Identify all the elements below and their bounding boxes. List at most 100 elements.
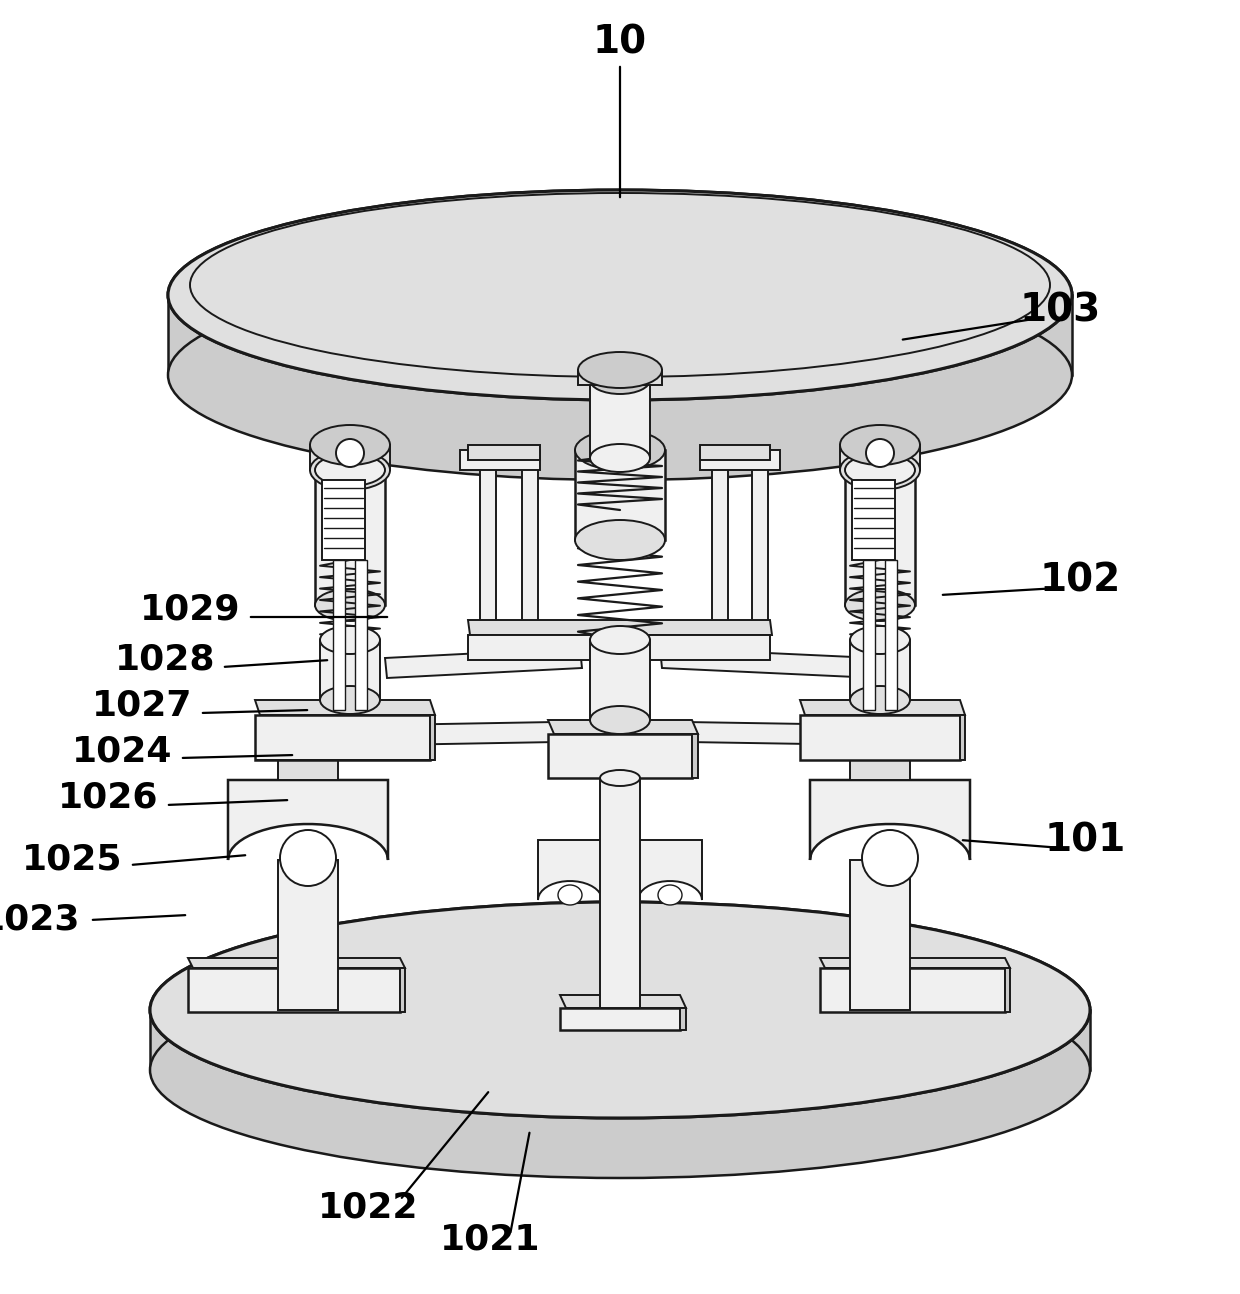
Polygon shape (810, 780, 970, 861)
Polygon shape (660, 648, 877, 678)
Polygon shape (548, 734, 692, 778)
Ellipse shape (310, 450, 391, 490)
Ellipse shape (310, 424, 391, 465)
Polygon shape (820, 958, 1011, 968)
Polygon shape (680, 1008, 686, 1030)
Polygon shape (401, 968, 405, 1012)
Polygon shape (320, 641, 379, 700)
Ellipse shape (315, 589, 384, 621)
Ellipse shape (590, 626, 650, 653)
Ellipse shape (590, 366, 650, 393)
Text: 1022: 1022 (317, 1190, 418, 1225)
Polygon shape (590, 380, 650, 458)
Polygon shape (839, 445, 920, 470)
Polygon shape (322, 480, 365, 560)
Polygon shape (560, 1008, 680, 1030)
Text: 1027: 1027 (92, 688, 192, 723)
Text: 1024: 1024 (72, 735, 172, 769)
Polygon shape (849, 861, 910, 1011)
Polygon shape (684, 722, 872, 745)
Ellipse shape (150, 902, 1090, 1118)
Polygon shape (560, 995, 686, 1008)
Ellipse shape (558, 885, 582, 905)
Polygon shape (255, 700, 435, 716)
Polygon shape (467, 635, 770, 660)
Text: 101: 101 (1044, 820, 1126, 859)
Ellipse shape (844, 589, 915, 621)
Polygon shape (334, 560, 345, 710)
Text: 10: 10 (593, 23, 647, 61)
Text: 1026: 1026 (58, 782, 159, 815)
Polygon shape (701, 445, 770, 459)
Ellipse shape (575, 520, 665, 560)
Polygon shape (150, 1011, 1090, 1070)
Text: 1028: 1028 (115, 643, 216, 677)
Ellipse shape (315, 454, 384, 487)
Polygon shape (384, 648, 582, 678)
Polygon shape (849, 758, 910, 780)
Polygon shape (467, 445, 539, 459)
Polygon shape (467, 620, 773, 635)
Text: 103: 103 (1019, 291, 1101, 329)
Text: 1023: 1023 (0, 903, 81, 937)
Polygon shape (600, 778, 640, 1008)
Text: 1025: 1025 (22, 842, 123, 877)
Ellipse shape (336, 439, 365, 467)
Polygon shape (430, 716, 435, 760)
Ellipse shape (866, 439, 894, 467)
Text: 102: 102 (1039, 562, 1121, 599)
Ellipse shape (167, 190, 1073, 400)
Polygon shape (578, 370, 662, 386)
Polygon shape (188, 958, 405, 968)
Ellipse shape (600, 770, 640, 785)
Ellipse shape (590, 444, 650, 472)
Ellipse shape (844, 454, 915, 487)
Ellipse shape (849, 626, 910, 653)
Ellipse shape (862, 829, 918, 886)
Polygon shape (278, 758, 339, 780)
Polygon shape (701, 450, 780, 470)
Ellipse shape (590, 707, 650, 734)
Polygon shape (800, 700, 965, 716)
Polygon shape (820, 968, 1004, 1012)
Ellipse shape (849, 686, 910, 714)
Text: 1021: 1021 (440, 1223, 541, 1256)
Polygon shape (1004, 968, 1011, 1012)
Polygon shape (315, 470, 384, 606)
Polygon shape (188, 968, 401, 1012)
Polygon shape (384, 722, 557, 745)
Ellipse shape (839, 424, 920, 465)
Ellipse shape (839, 450, 920, 490)
Polygon shape (228, 780, 388, 861)
Ellipse shape (658, 885, 682, 905)
Polygon shape (538, 840, 601, 901)
Polygon shape (480, 459, 496, 655)
Polygon shape (960, 716, 965, 760)
Polygon shape (849, 641, 910, 700)
Polygon shape (460, 450, 539, 470)
Polygon shape (692, 734, 698, 778)
Polygon shape (310, 445, 391, 470)
Polygon shape (167, 295, 1073, 375)
Ellipse shape (150, 902, 1090, 1118)
Polygon shape (355, 560, 367, 710)
Polygon shape (548, 719, 698, 734)
Polygon shape (522, 459, 538, 655)
Polygon shape (639, 840, 702, 901)
Polygon shape (852, 480, 895, 560)
Polygon shape (863, 560, 875, 710)
Ellipse shape (320, 626, 379, 653)
Polygon shape (590, 641, 650, 719)
Ellipse shape (167, 270, 1073, 480)
Ellipse shape (320, 686, 379, 714)
Ellipse shape (280, 829, 336, 886)
Ellipse shape (150, 961, 1090, 1178)
Polygon shape (844, 470, 915, 606)
Polygon shape (712, 459, 728, 655)
Polygon shape (575, 450, 665, 540)
Polygon shape (278, 861, 339, 1011)
Polygon shape (800, 716, 960, 760)
Polygon shape (255, 716, 430, 760)
Ellipse shape (575, 430, 665, 470)
Ellipse shape (167, 190, 1073, 400)
